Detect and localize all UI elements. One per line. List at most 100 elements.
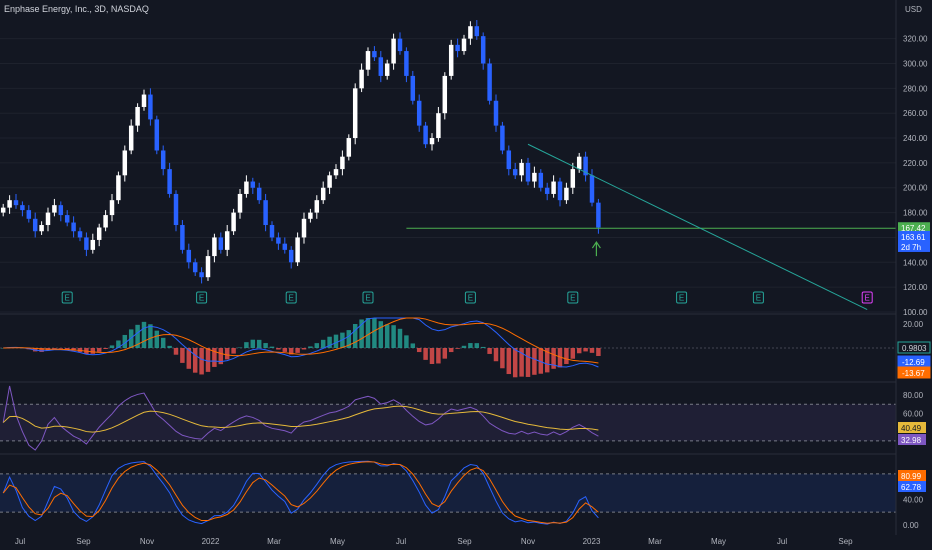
- macd-histogram-bar: [346, 330, 352, 348]
- macd-histogram-bar: [58, 348, 64, 349]
- macd-histogram-bar: [154, 330, 160, 348]
- candle-body: [493, 100, 499, 126]
- x-tick-label: May: [711, 537, 726, 546]
- macd-histogram-bar: [570, 348, 576, 359]
- earnings-marker: [196, 291, 208, 304]
- macd-histogram-bar: [551, 348, 556, 369]
- macd-histogram-bar: [52, 348, 57, 349]
- candle-body: [320, 187, 326, 201]
- macd-histogram-bar: [384, 324, 390, 348]
- macd-histogram-bar: [487, 348, 492, 354]
- macd-histogram-bar: [333, 334, 339, 348]
- macd-badge-label: -12.69: [902, 358, 925, 367]
- macd-histogram-bar: [576, 348, 582, 354]
- macd-histogram-bar: [186, 348, 192, 369]
- candle-body: [39, 225, 44, 232]
- candle-body: [461, 38, 467, 52]
- candle-body: [544, 187, 550, 194]
- macd-histogram-bar: [308, 346, 313, 348]
- price-badge: [898, 240, 930, 252]
- candle-body: [205, 256, 211, 278]
- macd-histogram-bar: [493, 348, 499, 362]
- macd-histogram-bar: [506, 348, 512, 375]
- stoch-band: [0, 473, 896, 513]
- macd-histogram-bar: [589, 348, 595, 353]
- candle-body: [589, 175, 595, 203]
- macd-histogram-bar: [461, 345, 467, 348]
- x-tick-label: 2022: [202, 537, 220, 546]
- x-tick-label: Sep: [457, 537, 472, 546]
- y-tick-label: 180.00: [903, 209, 928, 218]
- macd-badge: [897, 341, 931, 354]
- chart-title: Enphase Energy, Inc., 3D, NASDAQ: [4, 4, 149, 14]
- macd-histogram-bar: [212, 348, 217, 367]
- candle-body: [583, 156, 588, 176]
- macd-histogram-bar: [250, 339, 256, 348]
- candle-body: [167, 169, 172, 194]
- candle-body: [429, 138, 435, 145]
- macd-histogram-bar: [442, 348, 448, 359]
- macd-histogram-bar: [173, 348, 179, 355]
- macd-histogram-bar: [192, 348, 198, 373]
- macd-histogram-bar: [167, 345, 172, 348]
- x-tick-label: Jul: [777, 537, 787, 546]
- macd-histogram-bar: [109, 345, 115, 348]
- earnings-marker: [464, 291, 476, 304]
- x-axis: Jul Sep Nov 2022 Mar May Jul Sep Nov 2023 Mar May Ju…: [15, 537, 853, 546]
- earnings-label: E: [570, 294, 575, 303]
- stoch-badge: [898, 481, 926, 492]
- candle-body: [378, 57, 384, 76]
- candle-body: [384, 63, 390, 76]
- macd-histogram-bar: [0, 348, 6, 349]
- candle-body: [372, 51, 377, 58]
- macd-histogram-bar: [256, 339, 262, 348]
- macd-histogram-bar: [224, 348, 230, 360]
- candle-body: [519, 162, 524, 176]
- earnings-marker: [861, 291, 873, 304]
- macd-histogram-bar: [160, 337, 166, 348]
- earnings-label: E: [756, 294, 761, 303]
- price-badge-label: 167.42: [901, 224, 926, 233]
- x-tick-label: May: [330, 537, 345, 546]
- candle-body: [263, 200, 268, 226]
- stoch-badge-label: 62.78: [901, 483, 922, 492]
- candle-body: [122, 150, 128, 176]
- candle-body: [154, 119, 160, 151]
- x-tick-label: Mar: [267, 537, 281, 546]
- candle-body: [26, 210, 32, 219]
- macd-histogram-bar: [39, 348, 44, 352]
- y-tick-label: 240.00: [903, 134, 928, 143]
- candle-body: [20, 205, 25, 211]
- rsi-badge: [898, 422, 926, 433]
- candle-body: [7, 200, 12, 208]
- earnings-marker: [567, 291, 579, 304]
- arrow-up-icon: [591, 241, 601, 257]
- macd-histogram-bar: [365, 318, 371, 348]
- macd-histogram-bar: [448, 348, 454, 353]
- macd-histogram-bar: [237, 347, 243, 348]
- earnings-label: E: [468, 294, 473, 303]
- macd-histogram-bar: [512, 348, 518, 378]
- macd-histogram-bar: [148, 324, 153, 348]
- macd-histogram-bar: [519, 348, 524, 377]
- macd-badge-label: -13.67: [902, 369, 925, 378]
- macd-histogram-bar: [320, 339, 326, 348]
- candle-body: [500, 125, 505, 151]
- candle-body: [52, 205, 57, 213]
- macd-histogram-bar: [244, 342, 249, 348]
- candle-body: [327, 175, 332, 188]
- candle-body: [96, 227, 102, 240]
- candle-body: [532, 172, 537, 182]
- signal-line: [3, 317, 599, 364]
- y-tick-label: 320.00: [903, 35, 928, 44]
- candle-body: [199, 272, 204, 278]
- stoch-d-line: [2, 461, 599, 524]
- macd-histogram-bar: [116, 340, 121, 348]
- candle-body: [308, 212, 313, 219]
- candle-body: [250, 181, 256, 188]
- x-tick-label: Nov: [521, 537, 535, 546]
- macd-histogram-bar: [474, 343, 480, 348]
- macd-histogram-bar: [532, 348, 537, 375]
